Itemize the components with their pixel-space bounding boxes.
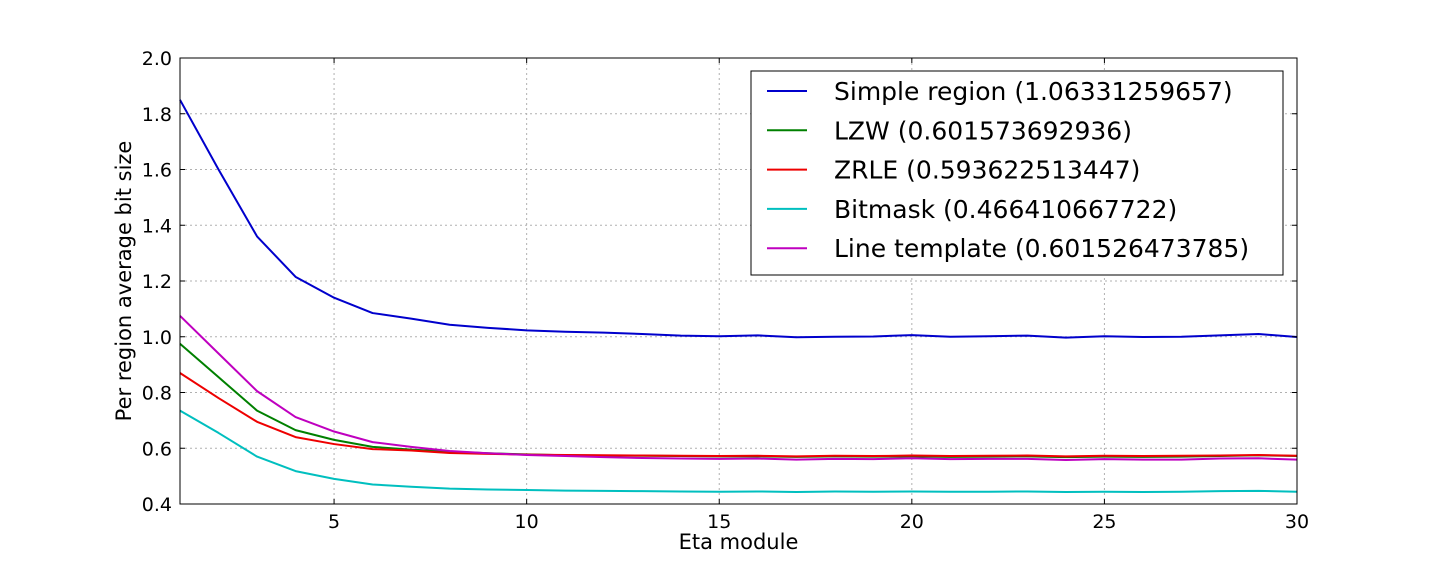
ticks: 5 10 15 20 25 30 0.4 0.6 0.8 1.0 1.2 1.4 1.6 1.8 2.0 (142, 48, 1309, 533)
legend-label-3: ZRLE (0.593622513447) (834, 156, 1140, 185)
y-tick-label: 1.2 (142, 271, 172, 293)
y-tick-label: 0.8 (142, 383, 172, 405)
y-tick-label: 0.4 (142, 494, 172, 516)
legend-label-4: Bitmask (0.466410667722) (834, 195, 1177, 224)
x-tick-label: 15 (707, 511, 731, 533)
series-line-3 (179, 372, 1298, 458)
series-line-4 (179, 409, 1298, 494)
y-tick-label: 1.4 (142, 215, 172, 237)
legend-label-2: LZW (0.601573692936) (834, 116, 1132, 145)
legend-frame (750, 70, 1284, 276)
x-tick-label: 5 (328, 511, 340, 533)
legend: Simple region (1.06331259657) LZW (0.6015… (750, 70, 1284, 276)
x-axis-label: Eta module (679, 530, 799, 554)
y-tick-label: 2.0 (142, 48, 172, 70)
legend-label-1: Simple region (1.06331259657) (834, 77, 1233, 106)
y-tick-label: 0.6 (142, 438, 172, 460)
y-tick-label: 1.8 (142, 104, 172, 126)
series-line-1 (179, 99, 1298, 339)
series-lines (179, 99, 1298, 494)
y-axis-label: Per region average bit size (112, 141, 136, 422)
series-line-5 (179, 315, 1298, 461)
y-tick-label: 1.6 (142, 160, 172, 182)
x-tick-label: 10 (515, 511, 539, 533)
legend-label-5: Line template (0.601526473785) (834, 234, 1249, 263)
x-tick-label: 30 (1285, 511, 1309, 533)
x-tick-label: 20 (900, 511, 924, 533)
y-tick-label: 1.0 (142, 327, 172, 349)
x-tick-label: 25 (1092, 511, 1116, 533)
